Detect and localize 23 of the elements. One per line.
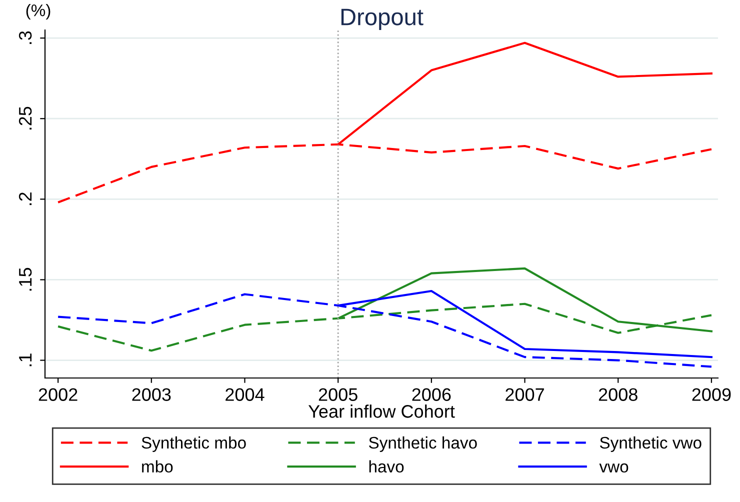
x-tick-label: 2003 [132, 388, 171, 401]
legend-label: Synthetic havo [368, 436, 477, 452]
x-tick-label: 2006 [412, 388, 451, 401]
legend-label: Synthetic mbo [142, 436, 246, 452]
y-tick-label: .2 [18, 192, 32, 206]
legend-label: Synthetic vwo [600, 436, 702, 452]
line-series [57, 293, 713, 368]
y-tick-label: .15 [19, 268, 32, 291]
legend-label: mbo [142, 460, 173, 473]
legend-label: havo [369, 460, 404, 473]
y-tick-label: .25 [18, 106, 32, 130]
x-tick-label: 2004 [226, 388, 264, 401]
chart-title: Dropout [341, 8, 424, 30]
x-tick-label: 2005 [318, 388, 358, 401]
x-tick-label: 2009 [692, 388, 731, 401]
y-axis-title: (%) [26, 4, 50, 20]
y-tick-label: .1 [19, 354, 32, 366]
legend-label: vwo [599, 463, 628, 473]
x-tick-label: 2002 [38, 388, 78, 401]
y-tick-label: .3 [18, 31, 32, 44]
x-tick-label: 2008 [598, 388, 638, 401]
x-axis-title: Year inflow Cohort [308, 404, 455, 418]
x-tick-label: 2007 [506, 388, 544, 401]
